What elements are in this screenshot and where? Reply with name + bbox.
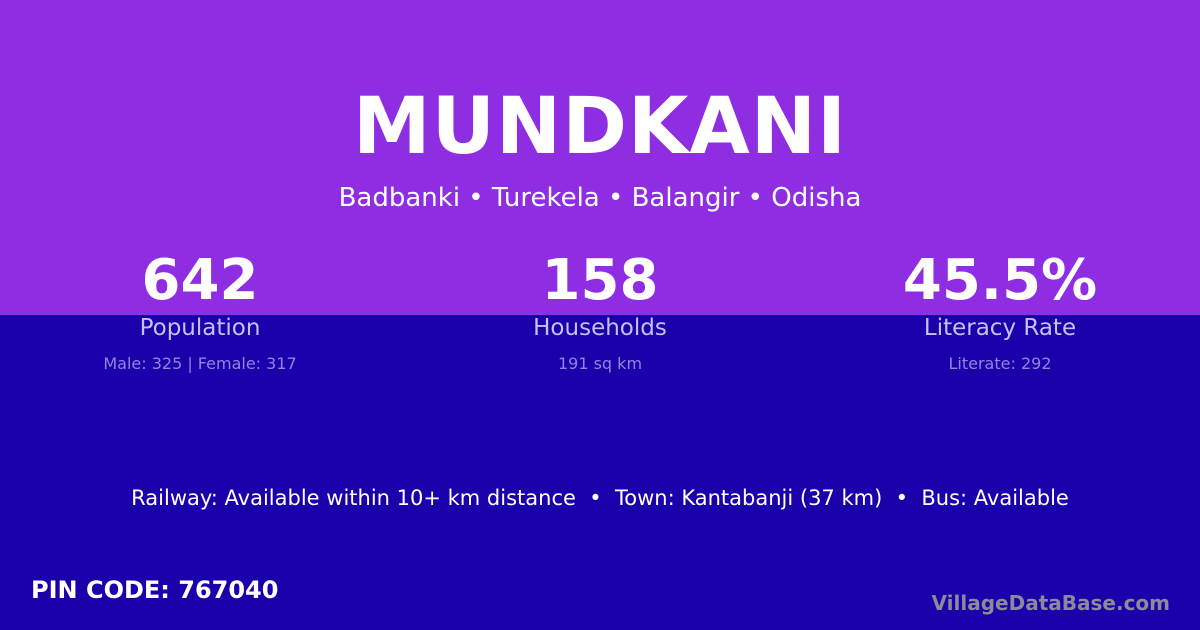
households-label: Households [533,315,667,341]
location-breadcrumb: Badbanki • Turekela • Balangir • Odisha [338,183,862,213]
literacy-value: 45.5% [902,248,1098,313]
population-label: Population [139,315,261,341]
connectivity-info: Railway: Available within 10+ km distanc… [131,486,1069,510]
literacy-detail: Literate: 292 [948,354,1052,373]
pin-code: PIN CODE: 767040 [31,576,279,604]
population-value: 642 [141,248,259,313]
households-value: 158 [541,248,659,313]
header-band [0,0,1200,315]
brand-logo: VillageDataBase.com [931,591,1170,615]
literacy-label: Literacy Rate [923,315,1077,341]
households-detail: 191 sq km [557,354,643,373]
village-title: MUNDKANI [352,82,848,172]
population-detail: Male: 325 | Female: 317 [103,354,297,373]
